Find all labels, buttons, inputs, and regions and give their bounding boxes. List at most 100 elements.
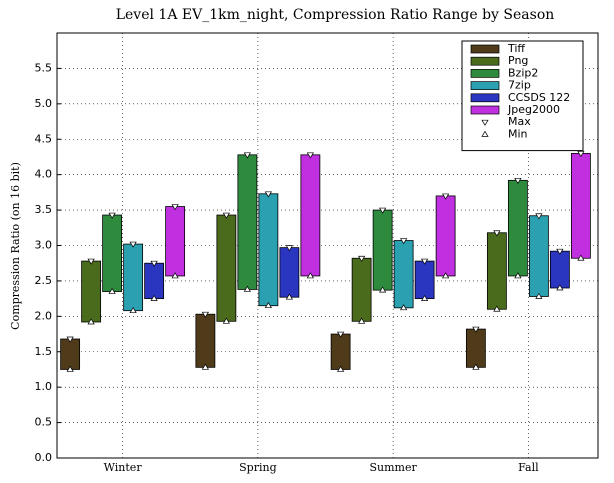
x-tick-label: Fall: [518, 461, 539, 474]
range-bar: [258, 193, 279, 307]
min-marker: [535, 292, 543, 299]
min-marker: [379, 286, 387, 293]
min-marker: [577, 254, 585, 261]
range-bar: [549, 250, 570, 289]
min-marker: [442, 272, 450, 279]
max-marker: [129, 241, 137, 248]
max-marker: [87, 258, 95, 265]
y-tick-label: 1.0: [35, 380, 53, 393]
legend-label: Tiff: [507, 42, 525, 55]
range-bar: [216, 214, 237, 322]
legend-marker: [481, 130, 489, 137]
range-bar: [81, 260, 102, 323]
legend-swatch: [470, 69, 500, 78]
legend-marker: [481, 119, 489, 126]
range-bar: [570, 153, 591, 259]
legend-swatch: [470, 81, 500, 90]
legend-swatch: [470, 44, 500, 54]
min-marker: [201, 363, 209, 370]
range-bar: [165, 206, 186, 277]
min-marker: [171, 272, 179, 279]
range-bar: [123, 243, 144, 312]
x-tick-label: Summer: [370, 461, 418, 474]
max-marker: [201, 311, 209, 318]
range-bar: [102, 214, 123, 292]
range-bar: [330, 333, 351, 370]
y-axis-label: Compression Ratio (on 16 bit): [9, 162, 22, 330]
y-tick-label: 4.5: [35, 132, 53, 145]
min-marker: [421, 294, 429, 301]
y-tick-label: 2.0: [35, 309, 53, 322]
legend-swatch: [470, 105, 500, 115]
legend-label: Png: [508, 54, 528, 67]
min-marker: [306, 272, 314, 279]
legend-label: Bzip2: [508, 66, 538, 79]
max-marker: [400, 238, 408, 245]
y-tick-label: 5.0: [35, 97, 53, 110]
max-marker: [577, 151, 585, 158]
chart-title: Level 1A EV_1km_night, Compression Ratio…: [116, 7, 555, 23]
x-tick-label: Winter: [104, 461, 143, 474]
legend-label: CCSDS 122: [508, 91, 570, 104]
plot-frame: [56, 32, 599, 459]
min-marker: [66, 365, 74, 372]
max-marker: [243, 152, 251, 159]
range-bar: [414, 260, 435, 300]
max-marker: [150, 260, 158, 267]
max-marker: [171, 204, 179, 211]
min-marker: [264, 302, 272, 309]
min-marker: [108, 287, 116, 294]
min-marker: [472, 363, 480, 370]
legend-label: 7zip: [508, 79, 531, 92]
y-tick-label: 2.5: [35, 274, 53, 287]
y-tick-label: 5.5: [35, 61, 53, 74]
min-marker: [514, 272, 522, 279]
min-marker: [150, 294, 158, 301]
max-marker: [285, 245, 293, 252]
y-tick-label: 4.0: [35, 168, 53, 181]
y-tick-label: 1.5: [35, 345, 53, 358]
y-tick-label: 3.5: [35, 203, 53, 216]
min-marker: [556, 284, 564, 291]
y-tick-label: 3.0: [35, 239, 53, 252]
legend-label: Min: [508, 127, 528, 140]
max-marker: [472, 326, 480, 333]
max-marker: [337, 331, 345, 338]
y-tick-label: 0.0: [35, 451, 53, 464]
range-bar: [372, 209, 393, 291]
min-marker: [285, 293, 293, 300]
range-bar: [528, 215, 549, 297]
min-marker: [243, 285, 251, 292]
max-marker: [493, 230, 501, 237]
min-marker: [493, 305, 501, 312]
max-marker: [358, 255, 366, 262]
y-tick-label: 0.5: [35, 416, 53, 429]
range-bar: [351, 257, 372, 322]
range-bar: [435, 195, 456, 277]
range-bar: [300, 154, 321, 277]
min-marker: [337, 365, 345, 372]
max-marker: [66, 336, 74, 343]
legend-label: Jpeg2000: [507, 103, 560, 116]
max-marker: [442, 193, 450, 200]
min-marker: [87, 318, 95, 325]
legend-label: Max: [508, 115, 531, 128]
max-marker: [421, 258, 429, 265]
min-marker: [358, 317, 366, 324]
max-marker: [306, 152, 314, 159]
min-marker: [222, 317, 230, 324]
min-marker: [400, 304, 408, 311]
max-marker: [379, 207, 387, 214]
max-marker: [264, 191, 272, 198]
range-bar: [486, 232, 507, 310]
range-bar: [279, 247, 300, 298]
max-marker: [222, 212, 230, 219]
range-bar: [195, 313, 216, 368]
max-marker: [556, 248, 564, 255]
legend-swatch: [470, 93, 500, 103]
max-marker: [108, 212, 116, 219]
range-bar: [507, 179, 528, 277]
range-bar: [465, 328, 486, 368]
max-marker: [514, 177, 522, 185]
x-tick-label: Spring: [239, 461, 276, 474]
